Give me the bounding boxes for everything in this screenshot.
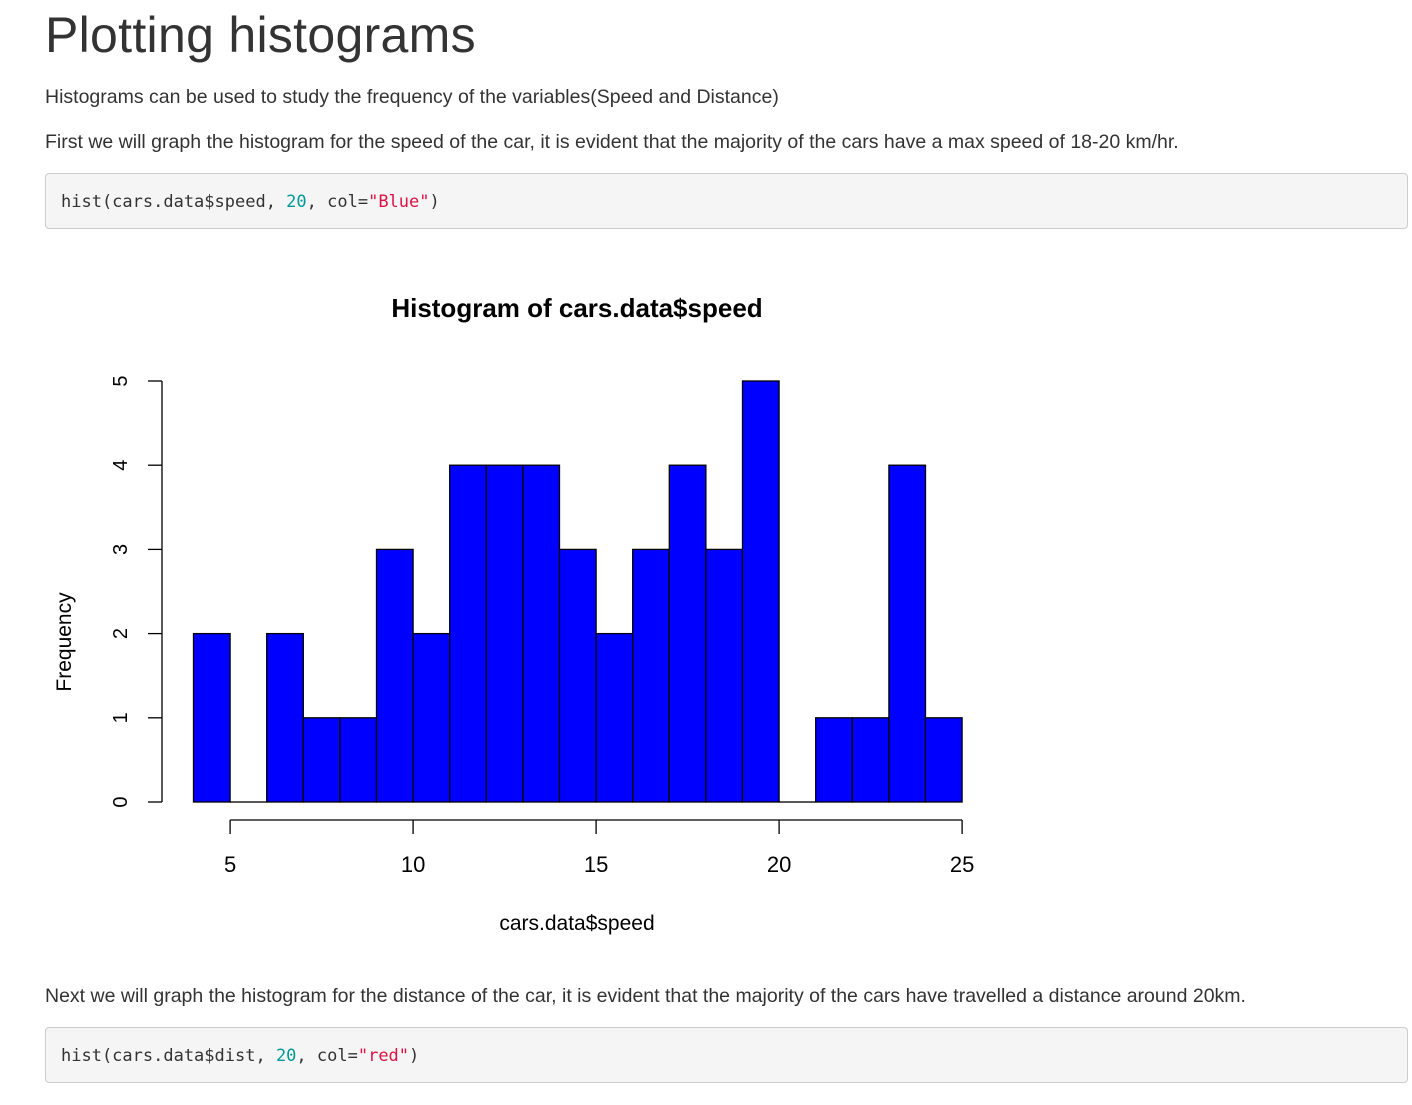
code-close-paren: ) — [429, 192, 440, 212]
chart-title: Histogram of cars.data$speed — [391, 293, 762, 323]
intro-paragraph: Histograms can be used to study the freq… — [45, 86, 779, 108]
histogram-bar — [449, 464, 487, 803]
y-tick-label: 3 — [110, 544, 132, 555]
histogram-bar — [485, 464, 524, 803]
x-tick-label: 5 — [224, 852, 236, 877]
histogram-bar — [375, 548, 414, 803]
speed-paragraph: First we will graph the histogram for th… — [45, 131, 1179, 153]
code-argument: , col= — [296, 1046, 358, 1066]
y-axis-label: Frequency — [53, 592, 76, 692]
y-tick-label: 4 — [110, 460, 132, 471]
code-close-paren: ) — [409, 1046, 420, 1066]
code-number: 20 — [275, 1046, 297, 1066]
histogram-bar — [302, 717, 341, 803]
x-tick-label: 10 — [401, 852, 425, 877]
histogram-bar — [668, 464, 707, 803]
x-tick-label: 15 — [584, 852, 608, 877]
y-tick-label: 0 — [110, 796, 132, 807]
histogram-bars — [192, 380, 963, 803]
x-tick-label: 20 — [767, 852, 791, 877]
code-string: "red" — [357, 1046, 410, 1066]
histogram-bar — [815, 717, 853, 803]
code-function: hist(cars.data$speed, — [61, 192, 287, 212]
x-axis-label: cars.data$speed — [499, 912, 654, 935]
x-axis: 5 10 15 20 25 — [224, 819, 974, 877]
histogram-bar — [888, 464, 927, 803]
y-tick-label: 2 — [110, 628, 132, 639]
histogram-bar — [522, 464, 561, 803]
histogram-bar — [924, 717, 963, 803]
code-argument: , col= — [306, 192, 369, 212]
code-number: 20 — [286, 192, 307, 212]
histogram-bar — [705, 548, 744, 803]
histogram-bar — [266, 632, 304, 803]
y-axis: 0 1 2 3 4 5 — [110, 375, 163, 808]
distance-code-block[interactable]: hist(cars.data$dist, 20, col="red") — [45, 1027, 1408, 1083]
y-tick-label: 5 — [110, 375, 132, 386]
page-title: Plotting histograms — [45, 7, 476, 63]
histogram-bar — [339, 717, 378, 803]
code-string: "Blue" — [368, 192, 430, 212]
histogram-bar — [558, 548, 597, 803]
speed-histogram-chart: Histogram of cars.data$speed Frequency c… — [53, 293, 974, 935]
distance-paragraph: Next we will graph the histogram for the… — [45, 985, 1246, 1007]
speed-code-block[interactable]: hist(cars.data$speed, 20, col="Blue") — [45, 173, 1408, 229]
histogram-bar — [412, 632, 451, 803]
histogram-bar — [192, 632, 231, 803]
histogram-bar — [741, 380, 780, 803]
histogram-bar — [851, 717, 890, 803]
histogram-bar — [595, 632, 634, 803]
x-tick-label: 25 — [950, 852, 974, 877]
histogram-bar — [632, 548, 670, 803]
code-function: hist(cars.data$dist, — [61, 1046, 276, 1066]
y-tick-label: 1 — [110, 712, 132, 723]
